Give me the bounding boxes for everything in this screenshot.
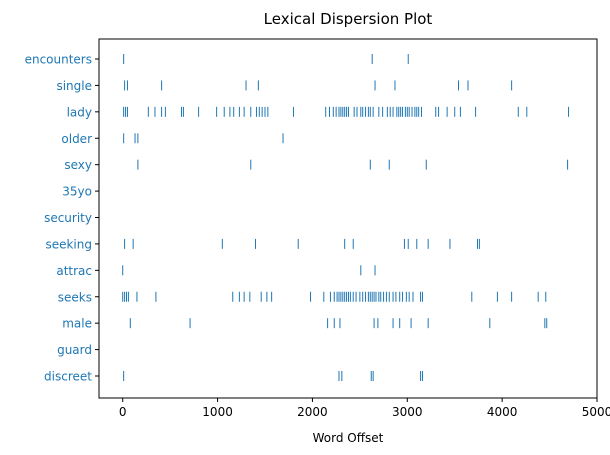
plot-area-frame — [98, 38, 598, 399]
y-tick-label-older: older — [61, 132, 92, 146]
y-tick-label-discreet: discreet — [44, 370, 92, 384]
y-tick-label-security: security — [44, 211, 92, 225]
dispersion-marks-group — [122, 54, 570, 381]
y-tick-label-sexy: sexy — [64, 158, 92, 172]
y-tick-label-male: male — [62, 317, 92, 331]
x-tick-label-0: 0 — [119, 405, 127, 419]
y-tick-label-seeks: seeks — [58, 290, 92, 304]
x-axis-label: Word Offset — [313, 431, 384, 445]
y-tick-label-single: single — [56, 79, 92, 93]
y-tick-label-35yo: 35yo — [62, 185, 92, 199]
y-tick-label-encounters: encounters — [25, 53, 92, 67]
x-tick-label-4000: 4000 — [487, 405, 518, 419]
x-tick-label-2000: 2000 — [297, 405, 328, 419]
chart-title: Lexical Dispersion Plot — [264, 10, 433, 28]
y-axis: encounters single lady older sexy 35yo securit… — [25, 53, 99, 384]
x-tick-label-5000: 5000 — [582, 405, 610, 419]
y-tick-label-guard: guard — [57, 343, 92, 357]
x-tick-label-1000: 1000 — [202, 405, 233, 419]
x-axis: 0 1000 2000 3000 4000 5000 — [119, 398, 610, 419]
y-tick-label-lady: lady — [67, 105, 92, 119]
x-tick-label-3000: 3000 — [392, 405, 423, 419]
y-tick-label-attrac: attrac — [56, 264, 92, 278]
y-tick-label-seeking: seeking — [45, 237, 92, 251]
